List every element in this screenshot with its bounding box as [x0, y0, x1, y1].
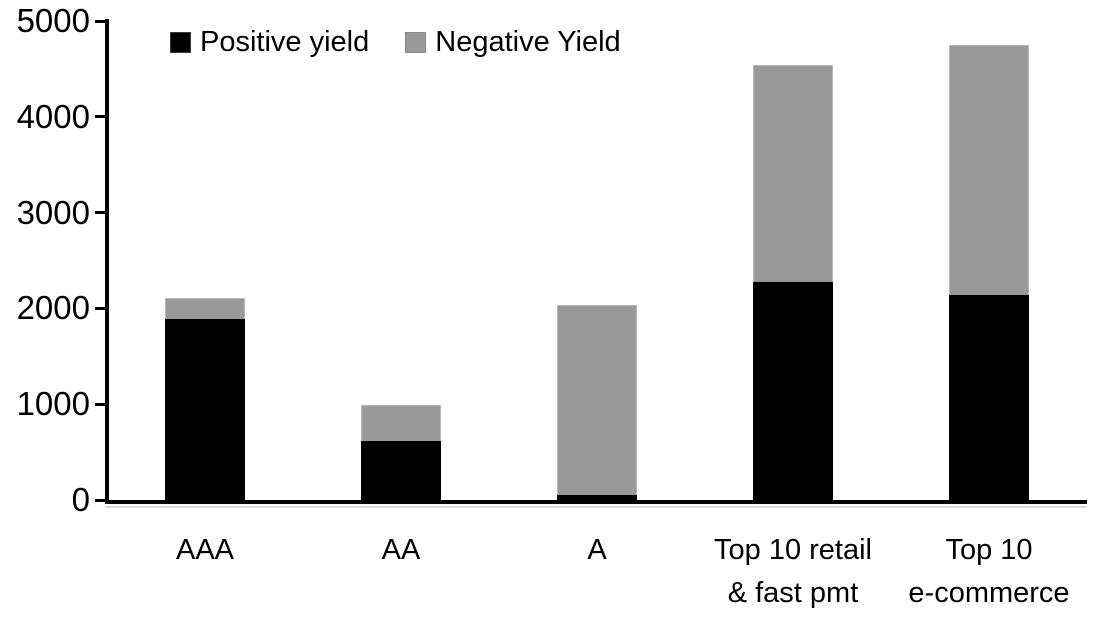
- x-axis-shadow-line: [105, 506, 1087, 508]
- bar-segment-negative-yield: [753, 65, 833, 282]
- y-tick-label: 3000: [16, 193, 90, 231]
- bar-segment-positive-yield: [753, 282, 833, 500]
- bar-segment-positive-yield: [557, 495, 637, 500]
- bar-segment-negative-yield: [361, 405, 441, 441]
- y-tick-label: 2000: [16, 289, 90, 327]
- negative-yield-swatch-icon: [405, 31, 427, 53]
- bar-segment-negative-yield: [557, 305, 637, 495]
- bar-segment-positive-yield: [165, 319, 245, 500]
- bar-group: [557, 305, 637, 500]
- bar-group: [165, 298, 245, 500]
- bar-segment-positive-yield: [949, 295, 1029, 500]
- category-label: Top 10 retail & fast pmt: [714, 534, 872, 609]
- bar-group: [949, 45, 1029, 500]
- y-tick: [95, 498, 106, 502]
- y-tick: [95, 211, 106, 215]
- y-tick-label: 4000: [16, 97, 90, 135]
- y-tick-label: 5000: [16, 2, 90, 39]
- bar-group: [753, 65, 833, 500]
- positive-yield-swatch-icon: [170, 31, 191, 53]
- category-label: A: [587, 534, 607, 566]
- bar-segment-negative-yield: [165, 298, 245, 319]
- legend-item-positive-yield: Positive yield: [170, 27, 369, 57]
- category-label: Top 10 e-commerce: [908, 534, 1070, 609]
- y-tick: [95, 306, 106, 310]
- legend-item-negative-yield: Negative Yield: [405, 26, 621, 58]
- x-axis-line: [105, 500, 1087, 504]
- category-label: AAA: [175, 534, 235, 566]
- legend-label-negative-yield: Negative Yield: [435, 26, 621, 58]
- y-tick-label: 1000: [16, 385, 90, 423]
- bar-segment-positive-yield: [361, 441, 441, 500]
- bar-group: [361, 405, 441, 500]
- category-label: AA: [381, 534, 421, 566]
- y-tick: [95, 402, 106, 406]
- legend-label-positive-yield: Positive yield: [200, 26, 370, 58]
- legend: Positive yield Negative Yield: [170, 27, 621, 57]
- y-tick: [95, 19, 106, 23]
- bar-segment-negative-yield: [949, 45, 1029, 295]
- y-axis-line: [105, 19, 109, 504]
- y-tick: [95, 115, 106, 119]
- y-tick-label: 0: [71, 481, 90, 518]
